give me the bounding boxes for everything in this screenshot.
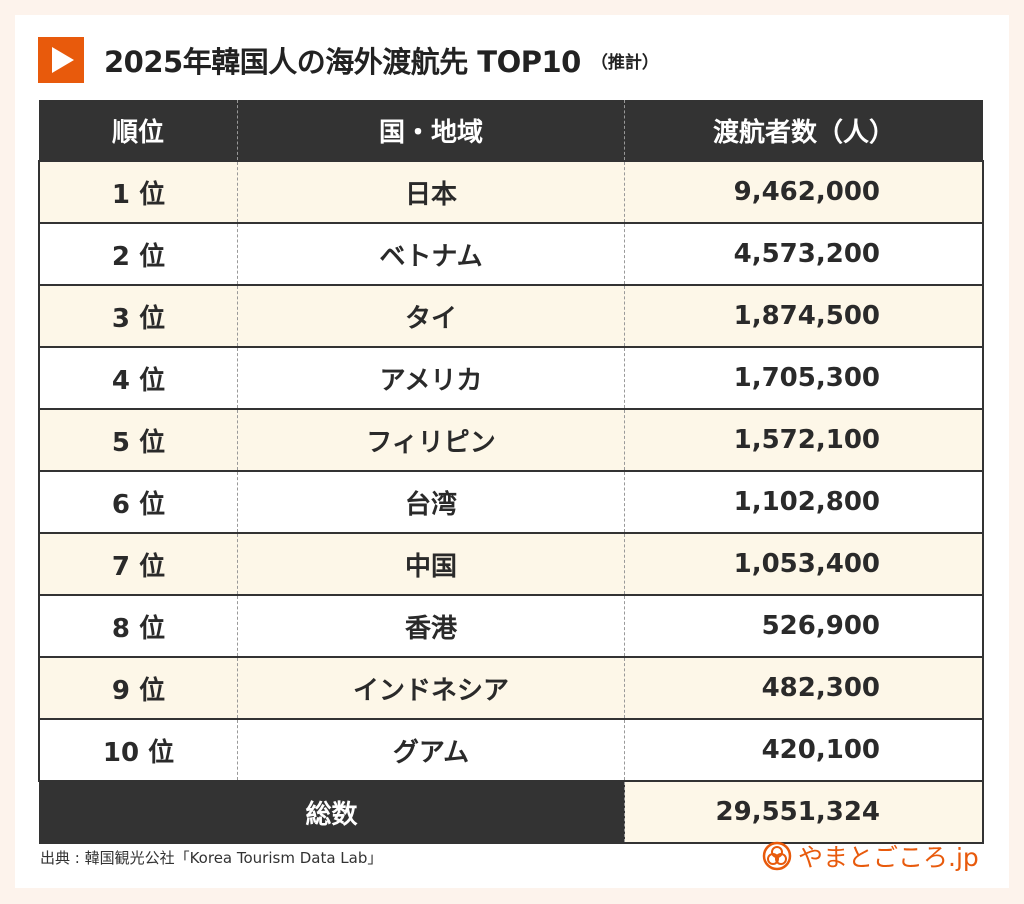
rank-cell: 6 位	[38, 471, 238, 534]
country-cell: ベトナム	[237, 223, 625, 286]
rank-cell: 4 位	[38, 347, 238, 410]
count-cell: 1,572,100	[624, 409, 984, 472]
count-cell: 1,705,300	[624, 347, 984, 410]
play-icon	[38, 37, 84, 83]
count-cell: 420,100	[624, 719, 984, 782]
rank-cell: 7 位	[38, 533, 238, 596]
country-cell: 中国	[237, 533, 625, 596]
count-cell: 526,900	[624, 595, 984, 658]
country-cell: 台湾	[237, 471, 625, 534]
total-label: 総数	[39, 781, 625, 844]
country-cell: フィリピン	[237, 409, 625, 472]
rank-cell: 3 位	[38, 285, 238, 348]
table-row: 2 位ベトナム 4,573,200	[38, 223, 984, 286]
rank-cell: 1 位	[38, 161, 238, 224]
table-row: 3 位タイ 1,874,500	[38, 285, 984, 348]
brand-logo[interactable]: やまとごころ.jp	[762, 838, 979, 874]
country-cell: 日本	[237, 161, 625, 224]
logo-icon	[762, 841, 792, 871]
table-row: 4 位アメリカ 1,705,300	[38, 347, 984, 410]
country-cell: タイ	[237, 285, 625, 348]
table-row: 9 位インドネシア 482,300	[38, 657, 984, 720]
title-text: 2025年韓国人の海外渡航先 TOP10	[104, 45, 581, 79]
total-value: 29,551,324	[624, 781, 984, 844]
table-row: 5 位フィリピン 1,572,100	[38, 409, 984, 472]
header-rank: 順位	[39, 100, 238, 162]
country-cell: 香港	[237, 595, 625, 658]
country-cell: インドネシア	[237, 657, 625, 720]
rank-cell: 5 位	[38, 409, 238, 472]
header-count: 渡航者数（人）	[624, 100, 983, 162]
rank-cell: 9 位	[38, 657, 238, 720]
count-cell: 4,573,200	[624, 223, 984, 286]
logo-text: やまとごころ.jp	[798, 843, 979, 872]
ranking-table: 順位 国・地域 渡航者数（人） 1 位日本 9,462,000 2 位ベトナム 4,5…	[38, 100, 984, 844]
count-cell: 482,300	[624, 657, 984, 720]
table-row: 8 位香港 526,900	[38, 595, 984, 658]
rank-cell: 8 位	[38, 595, 238, 658]
count-cell: 1,102,800	[624, 471, 984, 534]
country-cell: アメリカ	[237, 347, 625, 410]
title-subtitle: （推計）	[590, 52, 659, 73]
rank-cell: 10 位	[38, 719, 238, 782]
source-note: 出典 : 韓国観光公社「Korea Tourism Data Lab」	[40, 849, 383, 867]
header-country: 国・地域	[237, 100, 625, 162]
table-row: 6 位台湾 1,102,800	[38, 471, 984, 534]
count-cell: 1,053,400	[624, 533, 984, 596]
table-row: 7 位中国 1,053,400	[38, 533, 984, 596]
page-title: 2025年韓国人の海外渡航先 TOP10 （推計）	[38, 37, 659, 83]
count-cell: 1,874,500	[624, 285, 984, 348]
count-cell: 9,462,000	[624, 161, 984, 224]
total-row: 総数 29,551,324	[39, 781, 984, 844]
country-cell: グアム	[237, 719, 625, 782]
rank-cell: 2 位	[38, 223, 238, 286]
table-row: 10 位グアム 420,100	[38, 719, 984, 782]
table-row: 1 位日本 9,462,000	[38, 161, 984, 224]
table-header-row: 順位 国・地域 渡航者数（人）	[39, 100, 983, 162]
